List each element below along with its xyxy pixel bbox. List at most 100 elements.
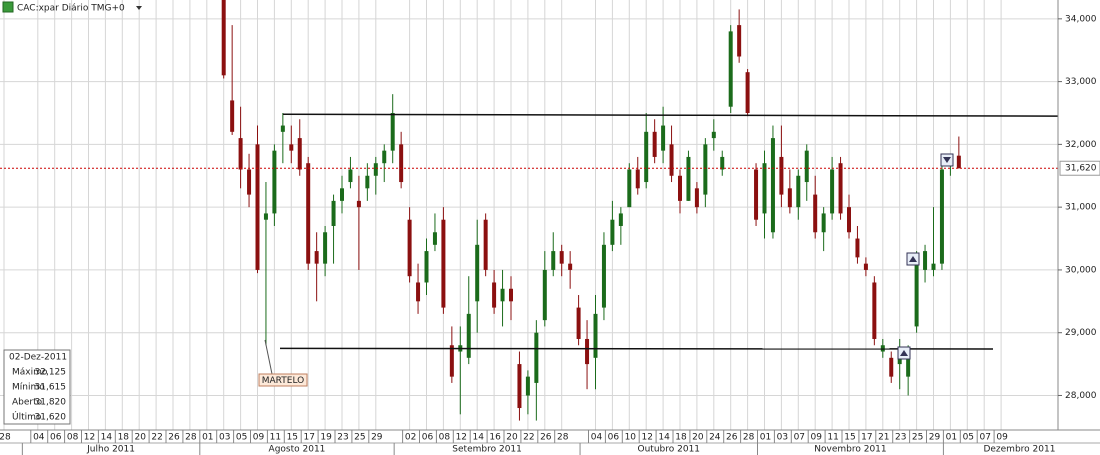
candle-body — [568, 263, 573, 270]
candle-body — [483, 219, 488, 270]
candle-body — [289, 144, 294, 151]
x-tick-label: 26 — [540, 433, 552, 443]
candle-body — [272, 150, 277, 214]
x-tick-label: 15 — [287, 433, 298, 443]
x-tick-label: 29 — [371, 433, 383, 443]
candle-body — [407, 219, 412, 277]
x-tick-label: 09 — [253, 433, 265, 443]
x-tick-label: 05 — [963, 433, 974, 443]
candle-body — [652, 131, 657, 157]
candle-body — [897, 357, 902, 365]
candle-body — [373, 163, 378, 176]
x-tick-label: 04 — [591, 433, 603, 443]
candle-body — [449, 345, 454, 377]
candle-body — [323, 232, 328, 264]
candle-body — [661, 125, 666, 151]
candle-body — [703, 144, 708, 195]
candle-body — [230, 100, 235, 132]
info-value: 31,615 — [35, 383, 67, 393]
x-tick-label: 23 — [895, 433, 906, 443]
info-value: 31,820 — [35, 398, 67, 408]
candle-body — [247, 169, 252, 195]
candle-body — [830, 169, 835, 214]
candle-body — [847, 207, 851, 233]
x-tick-label: 03 — [219, 433, 230, 443]
x-tick-label: 29 — [929, 433, 941, 443]
candle-body — [762, 163, 767, 214]
x-tick-label: 12 — [456, 433, 467, 443]
candle-body — [314, 251, 319, 264]
info-label: Último — [12, 411, 42, 423]
candle-body — [340, 188, 344, 201]
candle-body — [551, 251, 556, 270]
x-tick-label: 17 — [861, 433, 872, 443]
candle-body — [838, 163, 843, 214]
annotation-pointer — [264, 339, 273, 375]
candle-body — [678, 175, 682, 201]
candle-body — [931, 263, 936, 270]
candle-body — [593, 313, 598, 358]
x-tick-label: 05 — [236, 433, 247, 443]
candle-body — [356, 200, 361, 208]
chart-icon[interactable] — [2, 1, 14, 13]
candle-body — [872, 282, 877, 339]
candle-body — [686, 156, 691, 201]
candle-body — [585, 338, 590, 365]
y-tick-label: 30,000 — [1065, 265, 1097, 275]
candle-body — [754, 169, 759, 220]
month-label: Outubro 2011 — [638, 445, 701, 455]
candle-body — [923, 251, 928, 270]
x-tick-label: 18 — [675, 433, 687, 443]
candle-body — [348, 169, 353, 183]
x-tick-label: 07 — [979, 433, 990, 443]
candle-body — [263, 213, 268, 220]
candle-body — [787, 188, 792, 208]
last-price-label: 31,620 — [1065, 164, 1097, 174]
candle-body — [610, 219, 615, 245]
x-tick-label: 22 — [151, 433, 162, 443]
x-tick-label: 22 — [523, 433, 534, 443]
overlay: MARTELO02-Dez-2011Máximo32,125Mínimo31,6… — [0, 113, 1059, 425]
annotation-box — [258, 373, 308, 387]
candle-body — [889, 357, 894, 377]
x-tick-label: 28 — [185, 433, 197, 443]
candle-body — [601, 244, 606, 308]
x-tick-label: 12 — [84, 433, 95, 443]
candle-body — [306, 163, 311, 264]
x-tick-label: 20 — [506, 433, 518, 443]
candle-body — [694, 188, 699, 208]
signal-arrow — [900, 350, 908, 356]
x-tick-label: 10 — [625, 433, 637, 443]
x-tick-label: 20 — [692, 433, 704, 443]
candle-body — [542, 269, 547, 321]
candle-body — [441, 219, 446, 308]
dropdown-arrow[interactable] — [136, 6, 142, 10]
x-tick-label: 09 — [996, 433, 1008, 443]
x-tick-label: 08 — [67, 433, 79, 443]
x-tick-label: 23 — [337, 433, 348, 443]
x-tick-label: 14 — [472, 433, 484, 443]
candle-body — [956, 155, 961, 169]
x-tick-label: 28 — [743, 433, 755, 443]
x-tick-label: 06 — [608, 433, 620, 443]
x-tick-label: 18 — [118, 433, 130, 443]
info-label: Mínimo — [12, 383, 45, 393]
candle-body — [737, 25, 742, 57]
x-tick-label: 12 — [641, 433, 652, 443]
month-label: Agosto 2011 — [269, 445, 326, 455]
chart-title[interactable]: CAC:xpar Diário TMG+0 — [17, 4, 125, 14]
x-tick-label: 26 — [726, 433, 738, 443]
x-tick-label: 24 — [709, 433, 721, 443]
candle-body — [863, 263, 868, 270]
candle-body — [517, 364, 522, 409]
candle-body — [424, 251, 429, 283]
candle-body — [939, 169, 944, 264]
y-tick-label: 29,000 — [1065, 328, 1097, 338]
candle-body — [618, 213, 623, 226]
candle-body — [635, 169, 640, 189]
candle-body — [297, 138, 302, 170]
level-line — [282, 113, 1059, 117]
x-tick-label: 16 — [489, 433, 501, 443]
x-tick-label: 17 — [303, 433, 314, 443]
candle-body — [238, 138, 243, 170]
